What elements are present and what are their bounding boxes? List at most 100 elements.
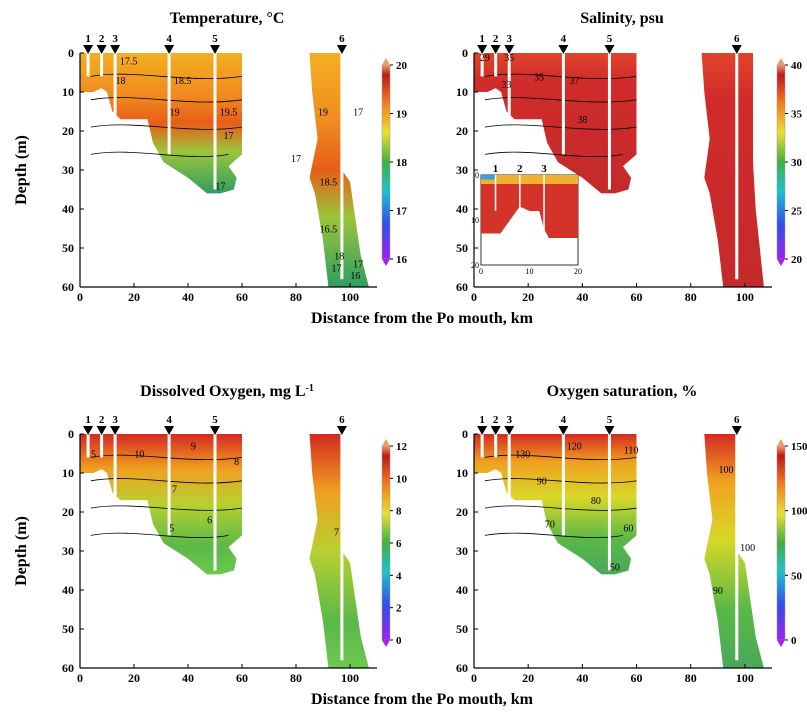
station-marker: [336, 45, 347, 54]
contour-label: 17: [215, 182, 225, 193]
inset-x-tick-label: 20: [574, 267, 582, 276]
contour-label: 19: [170, 107, 180, 118]
station-marker: [336, 426, 347, 435]
section-station-6: [309, 434, 369, 668]
station-marker: [504, 426, 515, 435]
inset-y-tick-label: 0: [475, 171, 479, 180]
contour-label: 18.5: [174, 76, 192, 87]
contour-label: 110: [624, 446, 639, 457]
y-tick-label: 30: [62, 163, 74, 177]
colorbar: [776, 445, 786, 641]
inset-y-tick-label: 20: [471, 261, 479, 270]
contour-label: 35: [534, 72, 544, 83]
station-marker: [210, 426, 220, 435]
station-label: 1: [85, 414, 91, 426]
x-axis-label: Distance from the Po mouth, km: [311, 691, 534, 708]
colorbar-tick-label: 50: [791, 570, 803, 582]
colorbar-bottom-cap: [382, 640, 390, 647]
x-axis-label: Distance from the Po mouth, km: [311, 310, 534, 327]
y-tick-label: 30: [62, 544, 74, 558]
y-tick-label: 40: [456, 202, 468, 216]
y-tick-label: 60: [62, 661, 74, 675]
inset-plume: [481, 175, 496, 180]
colorbar-tick-label: 35: [791, 109, 803, 121]
colorbar-top-cap: [382, 58, 390, 65]
station-label: 3: [506, 33, 512, 45]
section-near-field: [80, 434, 242, 575]
contour-label: 120: [567, 442, 582, 453]
y-tick-label: 10: [62, 466, 74, 480]
y-tick-label: 20: [456, 124, 468, 138]
colorbar-tick-label: 100: [791, 506, 807, 518]
contour-line: [484, 73, 637, 80]
inset-station-label: 3: [541, 163, 547, 175]
x-tick-label: 20: [128, 671, 140, 685]
contour-line: [90, 97, 243, 103]
colorbar-tick-label: 4: [396, 570, 402, 582]
colorbar-tick-label: 30: [791, 157, 803, 169]
colorbar-tick-label: 12: [396, 441, 408, 453]
x-tick-label: 40: [576, 671, 588, 685]
station-marker: [164, 426, 175, 435]
station-label: 3: [112, 33, 118, 45]
y-tick-label: 10: [62, 85, 74, 99]
panel-title: Oxygen saturation, %: [547, 383, 698, 400]
station-marker: [96, 426, 107, 435]
colorbar: [776, 64, 786, 260]
station-label: 5: [607, 414, 613, 426]
x-tick-label: 20: [522, 290, 534, 304]
station-label: 6: [339, 414, 345, 426]
contour-label: 5: [91, 449, 96, 460]
colorbar-bottom-cap: [777, 640, 785, 647]
x-tick-label: 20: [128, 290, 140, 304]
y-tick-label: 0: [462, 46, 468, 60]
station-label: 4: [561, 414, 567, 426]
station-label: 1: [479, 414, 485, 426]
y-tick-label: 50: [62, 241, 74, 255]
inset-x-tick-label: 10: [526, 267, 534, 276]
contour-label: 130: [515, 449, 530, 460]
contour-label: 37: [569, 76, 579, 87]
contour-line: [90, 505, 243, 511]
contour-label: 17: [291, 154, 301, 165]
contour-label: 100: [740, 543, 755, 554]
station-label: 2: [493, 33, 499, 45]
inset-station-label: 1: [493, 163, 499, 175]
contour-label: 90: [537, 477, 547, 488]
x-tick-label: 40: [576, 290, 588, 304]
contour-label: 100: [718, 465, 733, 476]
contour-label: 18: [334, 252, 344, 263]
y-tick-label: 60: [62, 280, 74, 294]
panel-title: Salinity, psu: [580, 10, 664, 27]
panel-3: Dissolved Oxygen, mg L-11 2 3 4 5 61098765570…: [13, 383, 408, 686]
contour-label: 7: [172, 485, 177, 496]
contour-line: [484, 505, 637, 511]
colorbar-tick-label: 19: [396, 109, 408, 121]
station-marker: [558, 45, 569, 54]
y-tick-label: 30: [456, 163, 468, 177]
contour-label: 17: [353, 107, 363, 118]
x-tick-label: 0: [77, 290, 83, 304]
y-tick-label: 20: [62, 505, 74, 519]
contour-label: 19: [318, 107, 328, 118]
panel-title: Dissolved Oxygen, mg L-1: [140, 383, 314, 401]
colorbar-tick-label: 18: [396, 157, 408, 169]
x-tick-label: 60: [631, 671, 643, 685]
y-axis-label: Depth (m): [13, 135, 30, 205]
contour-label: 17: [353, 260, 363, 271]
contour-label: 18.5: [320, 178, 338, 189]
x-tick-label: 80: [290, 290, 302, 304]
colorbar: [381, 445, 391, 641]
station-marker: [164, 45, 175, 54]
colorbar-top-cap: [777, 58, 785, 65]
x-tick-label: 80: [685, 290, 697, 304]
x-tick-label: 60: [236, 671, 248, 685]
station-marker: [110, 45, 121, 54]
contour-label: 10: [134, 449, 144, 460]
y-tick-label: 30: [456, 544, 468, 558]
y-tick-label: 0: [462, 427, 468, 441]
x-tick-label: 0: [77, 671, 83, 685]
